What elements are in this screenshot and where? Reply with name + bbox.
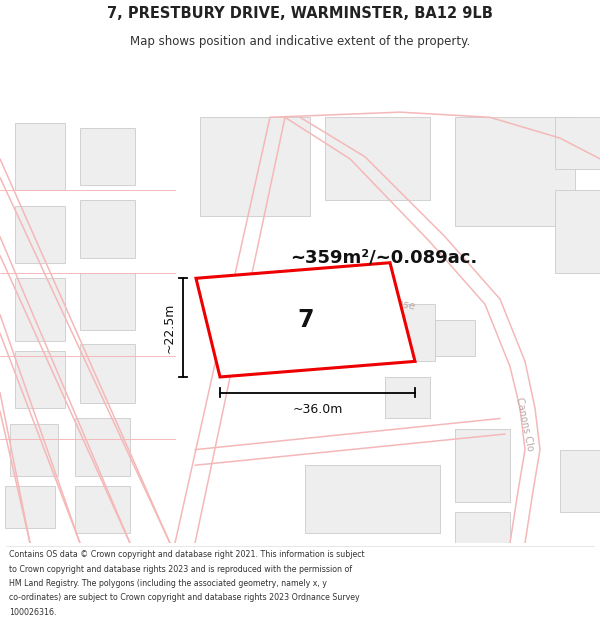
Text: 100026316.: 100026316. — [9, 608, 56, 617]
Text: co-ordinates) are subject to Crown copyright and database rights 2023 Ordnance S: co-ordinates) are subject to Crown copyr… — [9, 594, 359, 602]
Polygon shape — [5, 486, 55, 528]
Text: HM Land Registry. The polygons (including the associated geometry, namely x, y: HM Land Registry. The polygons (includin… — [9, 579, 327, 588]
Text: Prestbury Drive: Prestbury Drive — [226, 292, 250, 369]
Polygon shape — [15, 206, 65, 262]
Text: ~359m²/~0.089ac.: ~359m²/~0.089ac. — [290, 249, 477, 266]
Polygon shape — [555, 190, 600, 273]
Polygon shape — [15, 122, 65, 190]
Polygon shape — [305, 465, 440, 532]
Polygon shape — [200, 118, 310, 216]
Text: ~22.5m: ~22.5m — [163, 302, 176, 352]
Polygon shape — [80, 273, 135, 330]
Text: Contains OS data © Crown copyright and database right 2021. This information is : Contains OS data © Crown copyright and d… — [9, 551, 365, 559]
Polygon shape — [80, 201, 135, 258]
Polygon shape — [455, 429, 510, 502]
Text: Map shows position and indicative extent of the property.: Map shows position and indicative extent… — [130, 35, 470, 48]
Text: 7: 7 — [297, 308, 314, 332]
Text: Canons Close: Canons Close — [344, 287, 416, 311]
Polygon shape — [435, 320, 475, 356]
Polygon shape — [395, 304, 435, 361]
Polygon shape — [455, 118, 575, 226]
Polygon shape — [196, 262, 415, 377]
Polygon shape — [75, 419, 130, 476]
Polygon shape — [15, 351, 65, 408]
Text: ~36.0m: ~36.0m — [292, 403, 343, 416]
Polygon shape — [385, 377, 430, 419]
Polygon shape — [555, 118, 600, 169]
Polygon shape — [455, 512, 510, 543]
Polygon shape — [75, 486, 130, 532]
Polygon shape — [80, 127, 135, 185]
Polygon shape — [325, 118, 430, 201]
Polygon shape — [15, 278, 65, 341]
Text: to Crown copyright and database rights 2023 and is reproduced with the permissio: to Crown copyright and database rights 2… — [9, 565, 352, 574]
Polygon shape — [80, 344, 135, 403]
Text: 7, PRESTBURY DRIVE, WARMINSTER, BA12 9LB: 7, PRESTBURY DRIVE, WARMINSTER, BA12 9LB — [107, 6, 493, 21]
Polygon shape — [10, 424, 58, 476]
Polygon shape — [560, 449, 600, 512]
Text: Canons Clo: Canons Clo — [514, 396, 536, 451]
